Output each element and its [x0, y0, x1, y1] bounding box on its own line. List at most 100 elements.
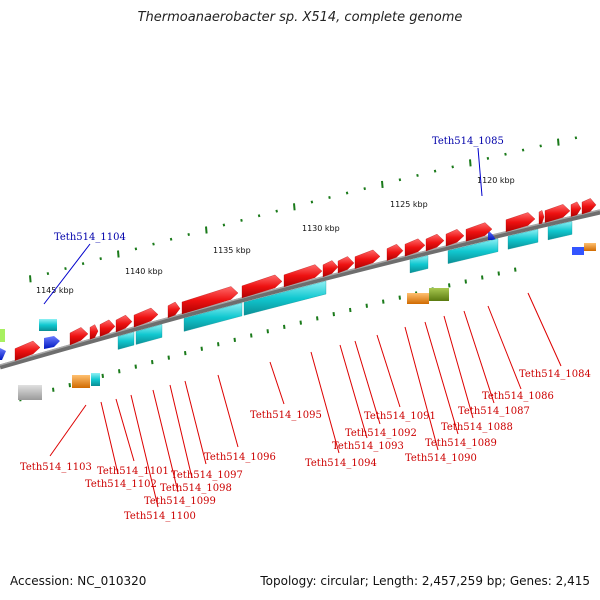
feature-track: [117, 221, 573, 350]
scale-tick: [345, 191, 349, 195]
gene-arrow: [544, 204, 571, 223]
leader-line: [404, 326, 439, 451]
feature-segment: [135, 324, 163, 345]
gene-arrow: [133, 307, 159, 328]
scale-tick: [152, 242, 155, 246]
gene-label: Teth514_1086: [482, 391, 554, 402]
feature-box: [18, 385, 42, 400]
scale-tick: [433, 169, 437, 173]
scale-tick: [169, 237, 173, 241]
scale-label: 1140 kbp: [125, 267, 163, 276]
genome-backbone-highlight: [0, 209, 600, 366]
scale-tick: [416, 173, 419, 177]
feature-box: [72, 375, 90, 388]
scale-tick: [486, 156, 490, 160]
inner-tick: [382, 299, 385, 304]
feature-segment: [117, 331, 135, 350]
map-title: Thermoanaerobacter sp. X514, complete ge…: [137, 10, 463, 25]
gene-label: Teth514_1091: [364, 411, 436, 422]
gene-label: Teth514_1087: [458, 406, 530, 417]
inner-tick: [233, 337, 236, 343]
gene-label: Teth514_1102: [85, 479, 157, 490]
accession-text: Accession: NC_010320: [10, 574, 147, 588]
feature-segment: [183, 302, 243, 332]
gene-arrow: [505, 212, 536, 232]
scale-tick: [504, 152, 507, 156]
scale-tick: [293, 203, 296, 211]
leader-line: [269, 361, 285, 405]
scale-tick: [257, 214, 261, 218]
scale-tick: [363, 187, 366, 191]
reverse-strand-genes: [0, 230, 496, 360]
leader-line: [100, 401, 119, 475]
scale-tick: [117, 250, 120, 258]
scale-tick: [64, 267, 67, 271]
gene-arrow: [445, 229, 465, 247]
gene-arrow: [167, 301, 181, 318]
topology-text: Topology: circular; Length: 2,457,259 bp…: [260, 574, 590, 588]
gene-label: Teth514_1099: [144, 496, 216, 507]
feature-segment: [507, 229, 539, 250]
gene-arrow: [570, 201, 582, 217]
scale-tick: [46, 272, 50, 276]
gene-label: Teth514_1104: [54, 232, 126, 243]
feature-segment: [243, 280, 327, 316]
gene-label: Teth514_1103: [20, 462, 92, 473]
scale-tick: [574, 136, 578, 140]
gene-arrow: [241, 274, 283, 299]
inner-tick: [217, 342, 220, 347]
gene-arrow: [386, 244, 404, 261]
gene-arrow: [581, 198, 597, 215]
scale-label: 1120 kbp: [477, 176, 515, 185]
inner-tick: [316, 316, 319, 321]
gene-block: [0, 329, 5, 342]
inner-tick: [134, 364, 137, 369]
leader-line: [130, 394, 159, 508]
gene-label: Teth514_1093: [332, 441, 404, 452]
gene-arrow: [322, 260, 339, 278]
scale-tick: [134, 247, 138, 251]
gene-arrow: [0, 348, 6, 360]
gene-label: Teth514_1092: [345, 428, 417, 439]
gene-label: Teth514_1097: [171, 470, 243, 481]
scale-tick: [469, 159, 472, 167]
scale-tick: [205, 226, 208, 234]
inner-tick: [398, 295, 401, 300]
leader-line: [217, 374, 239, 448]
gene-arrow: [181, 286, 239, 315]
gene-label: Teth514_1084: [519, 369, 591, 380]
leader-line: [527, 292, 562, 367]
scale-tick: [557, 138, 560, 146]
inner-tick: [514, 267, 517, 272]
feature-segment: [547, 221, 573, 241]
leader-line: [463, 310, 495, 404]
inner-tick: [200, 346, 203, 351]
inner-tick: [68, 382, 71, 388]
gene-arrow: [14, 340, 41, 361]
leader-line: [169, 384, 193, 479]
scale-label: 1125 kbp: [390, 200, 428, 209]
scale-tick: [187, 233, 190, 236]
leader-line: [443, 315, 474, 419]
scale-tick: [99, 257, 102, 261]
scale-tick: [451, 165, 454, 169]
gene-label: Teth514_1090: [405, 453, 477, 464]
leader-line: [354, 340, 381, 425]
inner-tick: [101, 373, 104, 378]
gene-label: Teth514_1089: [425, 438, 497, 449]
leader-line: [115, 398, 135, 462]
gene-arrow: [465, 222, 493, 242]
gene-arrow: [69, 327, 89, 346]
scale-tick: [29, 275, 32, 283]
inner-tick: [266, 329, 269, 334]
gene-arrow: [89, 324, 99, 340]
scale-tick: [381, 180, 384, 189]
gene-block: [39, 319, 57, 331]
forward-strand-genes: [14, 198, 597, 361]
gene-arrow: [354, 249, 381, 269]
inner-tick: [52, 387, 55, 392]
feature-box: [584, 243, 596, 251]
leader-line: [376, 334, 401, 408]
scale-label: 1130 kbp: [302, 224, 340, 233]
inner-tick: [151, 360, 154, 365]
